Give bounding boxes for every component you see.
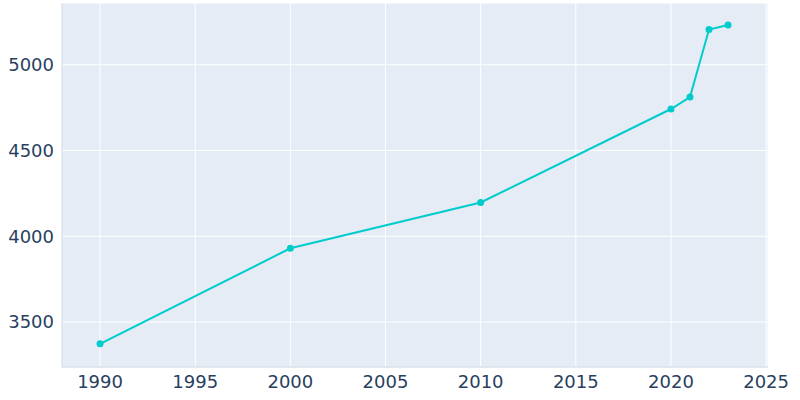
svg-text:2020: 2020: [648, 371, 694, 392]
svg-text:1995: 1995: [172, 371, 218, 392]
svg-text:2000: 2000: [267, 371, 313, 392]
svg-text:4000: 4000: [8, 226, 54, 247]
svg-text:2010: 2010: [458, 371, 504, 392]
svg-text:2005: 2005: [363, 371, 409, 392]
svg-text:5000: 5000: [8, 54, 54, 75]
svg-text:4500: 4500: [8, 140, 54, 161]
svg-text:2025: 2025: [743, 371, 789, 392]
svg-text:2015: 2015: [553, 371, 599, 392]
svg-text:3500: 3500: [8, 311, 54, 332]
svg-text:1990: 1990: [77, 371, 123, 392]
